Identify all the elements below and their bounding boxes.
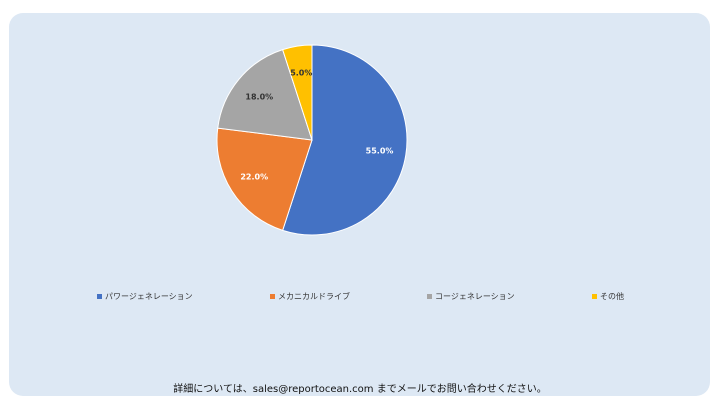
legend-label: コージェネレーション — [435, 292, 515, 301]
data-label: 18.0% — [245, 92, 273, 101]
legend-item-cogeneration: コージェネレーション — [427, 291, 515, 302]
legend-swatch — [592, 294, 597, 299]
data-label: 55.0% — [366, 147, 394, 156]
slice-other — [282, 44, 313, 141]
data-label: 22.0% — [240, 173, 268, 182]
legend-item-power-generation: パワージェネレーション — [97, 291, 193, 302]
legend-swatch — [270, 294, 275, 299]
legend-label: パワージェネレーション — [105, 292, 193, 301]
legend-label: その他 — [600, 292, 624, 301]
slice-power-generation — [282, 44, 408, 236]
legend-swatch — [427, 294, 432, 299]
legend-item-mechanical-drive: メカニカルドライブ — [270, 291, 350, 302]
legend-swatch — [97, 294, 102, 299]
contact-footer: 詳細については、sales@reportocean.com までメールでお問い合… — [173, 384, 547, 395]
slice-cogeneration — [217, 49, 313, 141]
slice-mechanical-drive — [216, 127, 313, 231]
legend-item-other: その他 — [592, 291, 624, 302]
legend-label: メカニカルドライブ — [278, 292, 350, 301]
data-label: 5.0% — [290, 68, 312, 77]
